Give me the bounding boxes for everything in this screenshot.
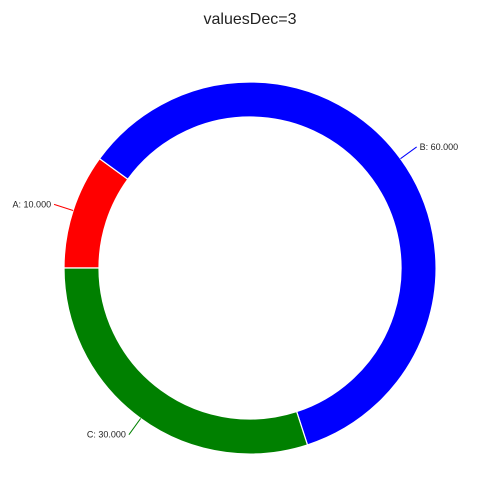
slices-group <box>63 81 437 455</box>
slice-labels-group: A: 10.000 B: 60.000 C: 30.000 <box>13 142 459 440</box>
slice-c[interactable] <box>63 267 309 455</box>
slice-label-a: A: 10.000 <box>13 199 52 209</box>
leader-lines-group <box>53 146 417 435</box>
slice-label-b: B: 60.000 <box>420 142 459 152</box>
slice-b[interactable] <box>98 81 437 446</box>
leader-line-b <box>400 146 417 160</box>
leader-line-a <box>53 203 74 211</box>
leader-line-c <box>128 418 142 435</box>
slice-label-c: C: 30.000 <box>87 430 126 440</box>
slice-a[interactable] <box>63 157 129 269</box>
chart-title: valuesDec=3 <box>204 11 297 28</box>
